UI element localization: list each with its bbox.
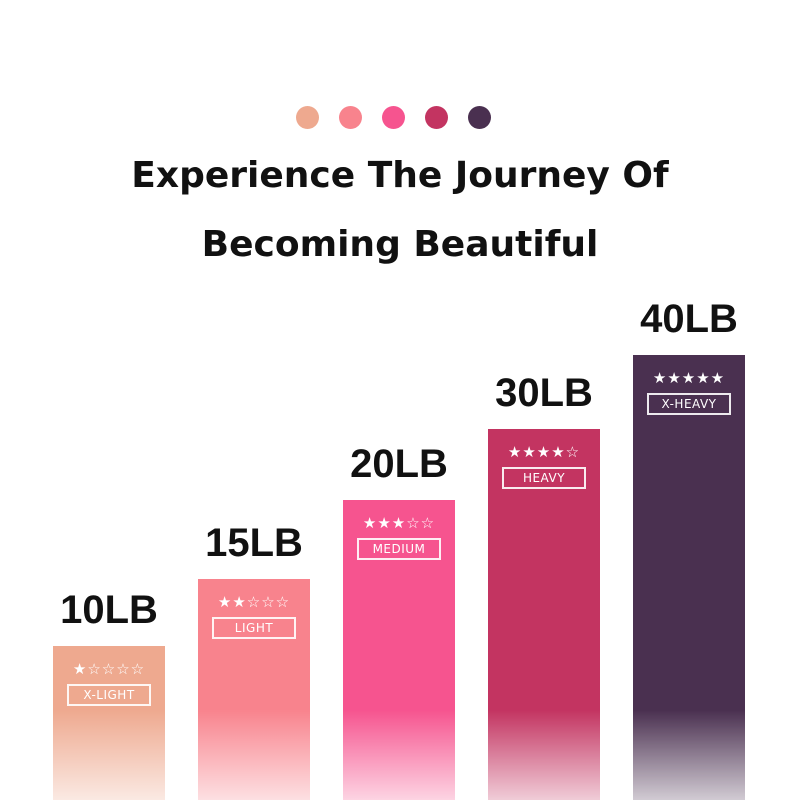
level-label: HEAVY — [502, 467, 586, 489]
weight-label: 20LB — [350, 442, 448, 486]
color-dot — [296, 106, 319, 129]
star-rating: ★★☆☆☆ — [217, 593, 291, 611]
color-dot — [339, 106, 362, 129]
level-label: MEDIUM — [357, 538, 441, 560]
weight-label: 15LB — [205, 521, 303, 565]
color-dot — [382, 106, 405, 129]
star-rating: ★★★☆☆ — [362, 514, 436, 532]
color-dot — [468, 106, 491, 129]
headline-line-1: Experience The Journey Of — [131, 155, 669, 196]
star-rating: ★★★★☆ — [507, 443, 581, 461]
bottom-fade — [0, 710, 800, 800]
level-label: X-LIGHT — [67, 684, 151, 706]
star-rating: ★★★★★ — [652, 369, 726, 387]
level-label: LIGHT — [212, 617, 296, 639]
color-dot — [425, 106, 448, 129]
weight-label: 10LB — [60, 588, 158, 632]
star-rating: ★☆☆☆☆ — [72, 660, 146, 678]
weight-label: 30LB — [495, 371, 593, 415]
weight-label: 40LB — [640, 297, 738, 341]
color-dots — [296, 106, 491, 129]
level-label: X-HEAVY — [647, 393, 731, 415]
headline-line-2: Becoming Beautiful — [201, 224, 599, 265]
